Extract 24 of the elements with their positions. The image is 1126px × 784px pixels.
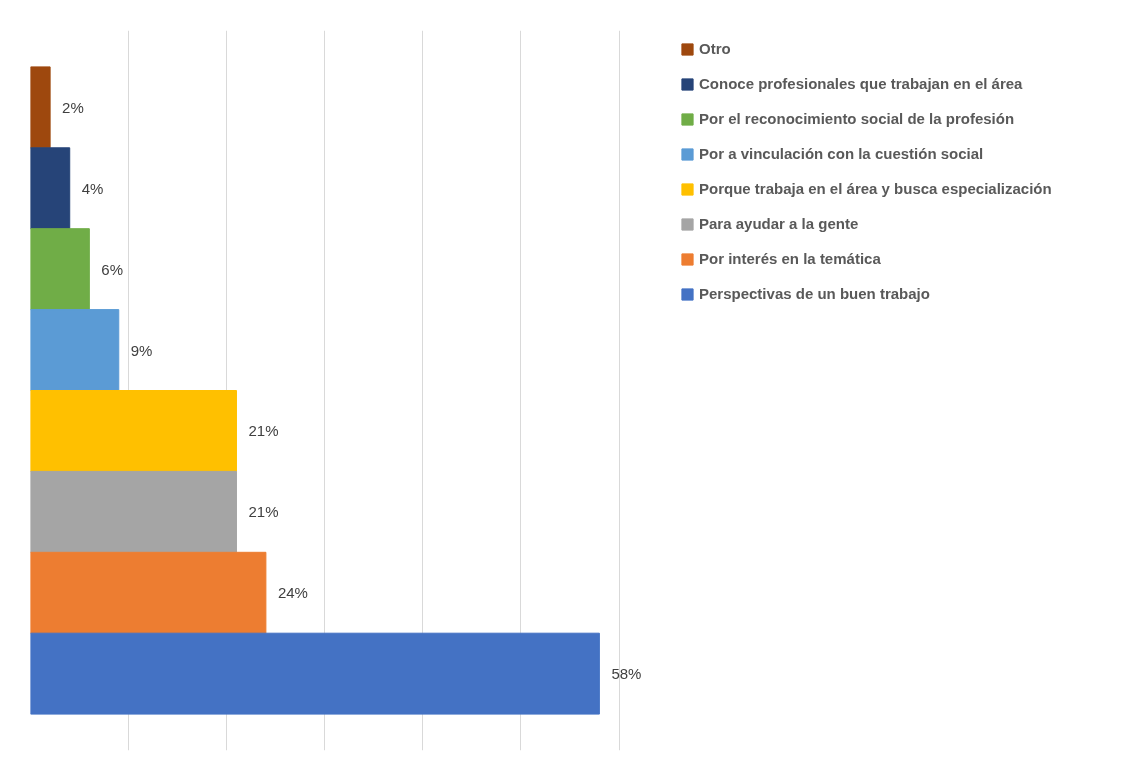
data-label: 21% — [248, 503, 279, 521]
bar — [30, 551, 267, 634]
legend-label: Conoce profesionales que trabajan en el área — [699, 75, 1023, 92]
bar — [30, 632, 600, 715]
legend-label: Otro — [699, 40, 731, 57]
data-label: 21% — [248, 422, 279, 440]
data-label: 4% — [81, 179, 104, 197]
data-label: 58% — [611, 665, 642, 683]
bar — [30, 147, 71, 230]
legend-label: Por el reconocimiento social de la profesión — [699, 110, 1015, 127]
legend-label: Para ayudar a la gente — [699, 215, 859, 232]
bar — [30, 66, 51, 149]
data-label: 9% — [130, 341, 153, 359]
data-label: 24% — [277, 584, 308, 602]
legend-label: Por a vinculación con la cuestión social — [699, 145, 984, 162]
legend-label: Porque trabaja en el área y busca especialización — [699, 180, 1052, 197]
legend-label: Perspectivas de un buen trabajo — [699, 285, 930, 302]
legend-label: Por interés en la temática — [699, 250, 881, 267]
data-label: 6% — [101, 260, 124, 278]
bar — [30, 390, 237, 472]
bar — [30, 309, 120, 391]
bar — [30, 228, 90, 311]
data-label: 2% — [62, 98, 84, 116]
bar — [30, 470, 237, 553]
